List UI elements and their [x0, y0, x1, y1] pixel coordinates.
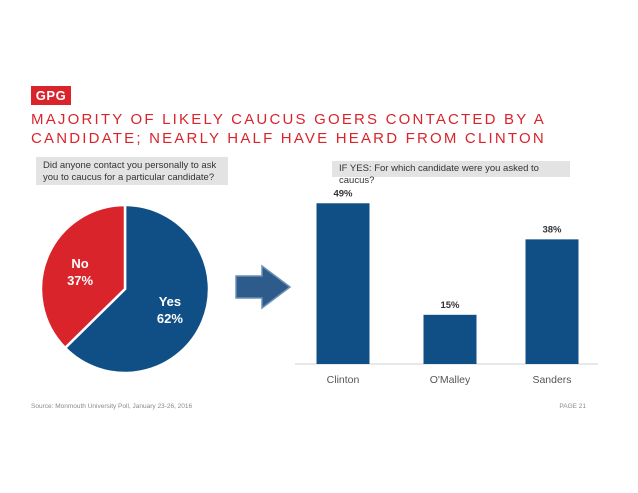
pie-slice-no: [39, 203, 127, 350]
gpg-logo: GPG: [31, 86, 71, 105]
pie-label-no: No: [71, 256, 88, 271]
question-right: IF YES: For which candidate were you ask…: [332, 161, 570, 186]
bar-clinton: [316, 203, 370, 364]
bar-value-label-clinton: 49%: [333, 188, 353, 199]
bar-omalley: [423, 314, 477, 364]
bar-category-label-omalley: O'Malley: [430, 374, 471, 386]
pie-label-yes: Yes: [159, 294, 181, 309]
pie-value-yes: 62%: [157, 311, 183, 326]
bar-value-label-omalley: 15%: [440, 300, 460, 311]
bar-category-label-clinton: Clinton: [327, 374, 360, 386]
question-left: Did anyone contact you personally to ask…: [36, 157, 228, 185]
pie-value-no: 37%: [67, 273, 93, 288]
bar-sanders: [525, 239, 579, 364]
bar-category-label-sanders: Sanders: [532, 374, 571, 386]
bar-chart: 49% Clinton 15% O'Malley 38% Sanders: [295, 188, 598, 386]
bar-value-label-sanders: 38%: [542, 224, 562, 235]
pie-slice-yes: [63, 203, 211, 375]
pie-chart: Yes 62% No 37%: [39, 203, 211, 375]
page-number: PAGE 21: [559, 403, 586, 410]
source-note: Source: Monmouth University Poll, Januar…: [31, 403, 193, 410]
slide-title: MAJORITY OF LIKELY CAUCUS GOERS CONTACTE…: [31, 111, 546, 147]
right-arrow-icon: [235, 264, 292, 310]
